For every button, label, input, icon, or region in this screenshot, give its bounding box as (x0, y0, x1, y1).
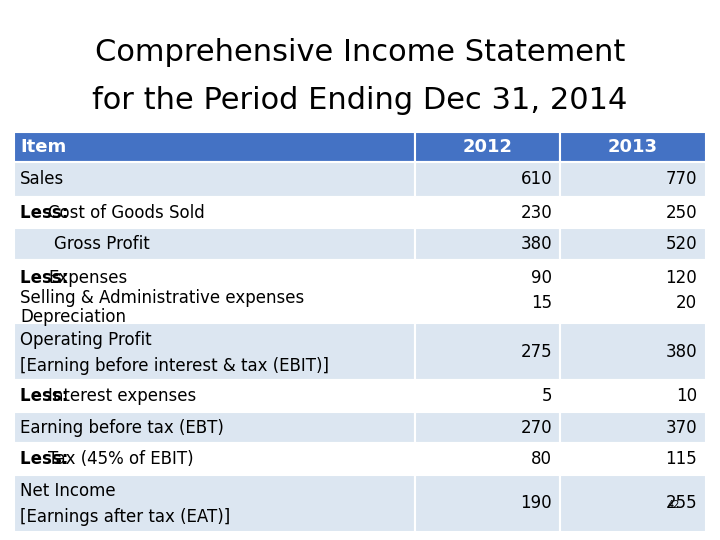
Text: Net Income: Net Income (20, 482, 115, 501)
Text: 2012: 2012 (463, 138, 513, 156)
Text: Comprehensive Income Statement: Comprehensive Income Statement (95, 38, 625, 67)
Text: 275: 275 (521, 343, 552, 361)
Text: Earning before tax (EBT): Earning before tax (EBT) (20, 418, 224, 436)
Text: Less:: Less: (20, 269, 74, 287)
Text: Depreciation: Depreciation (20, 308, 126, 326)
Text: 380: 380 (521, 235, 552, 253)
Text: 5: 5 (541, 387, 552, 405)
Text: for the Period Ending Dec 31, 2014: for the Period Ending Dec 31, 2014 (92, 86, 628, 116)
Text: Selling & Administrative expenses: Selling & Administrative expenses (20, 288, 304, 307)
Text: Expenses: Expenses (48, 269, 127, 287)
Text: 520: 520 (666, 235, 697, 253)
Text: 42: 42 (667, 500, 680, 510)
Text: 770: 770 (666, 171, 697, 188)
Text: 90: 90 (531, 269, 552, 287)
Text: 380: 380 (666, 343, 697, 361)
Text: 115: 115 (665, 450, 697, 468)
Text: 230: 230 (521, 204, 552, 221)
Text: 20: 20 (676, 294, 697, 312)
Text: 10: 10 (676, 387, 697, 405)
Text: Cost of Goods Sold: Cost of Goods Sold (48, 204, 205, 221)
Text: 610: 610 (521, 171, 552, 188)
Text: 120: 120 (665, 269, 697, 287)
Text: Sales: Sales (20, 171, 64, 188)
Text: Operating Profit: Operating Profit (20, 330, 151, 349)
Text: Tax (45% of EBIT): Tax (45% of EBIT) (48, 450, 194, 468)
Text: Less:: Less: (20, 204, 74, 221)
Text: 190: 190 (521, 495, 552, 512)
Text: 255: 255 (666, 495, 697, 512)
Text: [Earning before interest & tax (EBIT)]: [Earning before interest & tax (EBIT)] (20, 356, 329, 375)
Text: Interest expenses: Interest expenses (48, 387, 197, 405)
Text: 270: 270 (521, 418, 552, 436)
Text: 370: 370 (666, 418, 697, 436)
Text: Gross Profit: Gross Profit (55, 235, 150, 253)
Text: 80: 80 (531, 450, 552, 468)
Text: Less:: Less: (20, 450, 74, 468)
Text: 15: 15 (531, 294, 552, 312)
Text: [Earnings after tax (EAT)]: [Earnings after tax (EAT)] (20, 508, 230, 526)
Text: Less:: Less: (20, 387, 74, 405)
Text: Item: Item (20, 138, 66, 156)
Text: 2013: 2013 (608, 138, 658, 156)
Text: 250: 250 (666, 204, 697, 221)
